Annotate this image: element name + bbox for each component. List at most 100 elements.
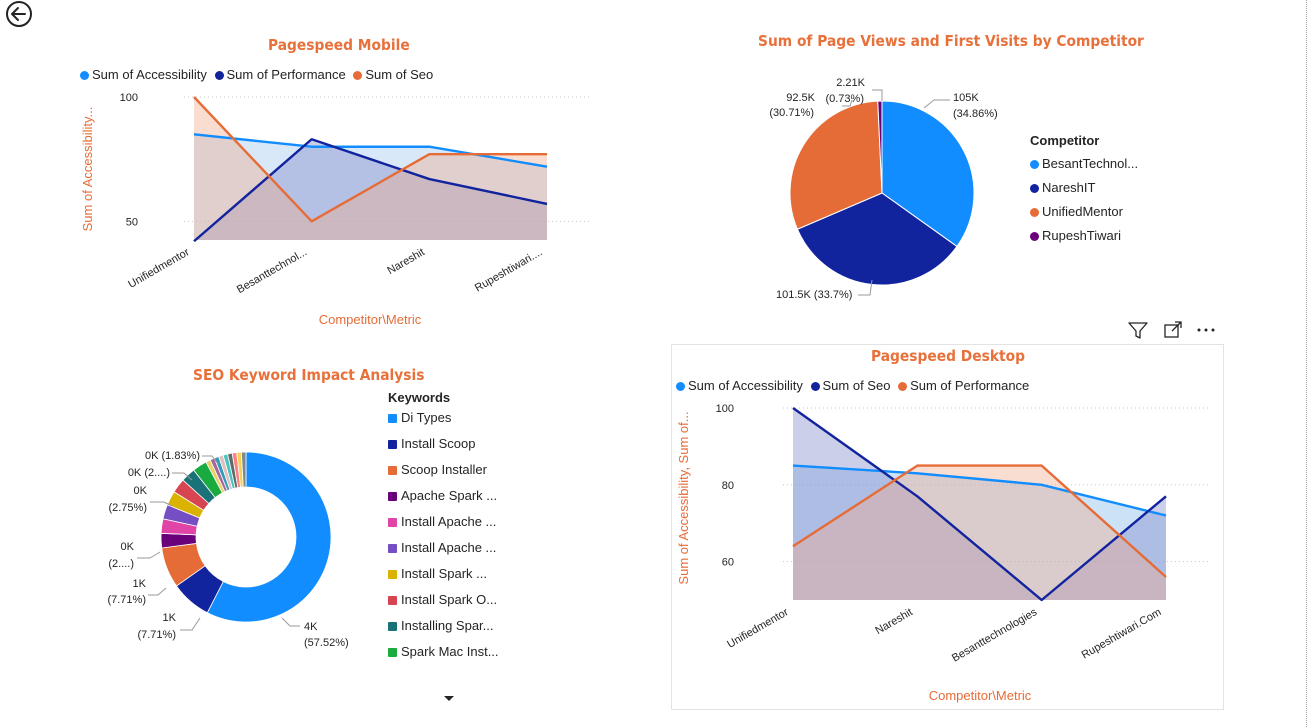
data-label: (2....) (108, 558, 134, 570)
legend-item[interactable]: Sum of Seo (810, 378, 890, 393)
legend-label: Install Spark O... (401, 592, 498, 607)
keyword-donut-chart[interactable]: 0K (1.83%) 0K (2....) 0K (2.75%) 0K (2....) 1K… (100, 440, 360, 660)
x-tick-label: Rupeshtiwari.... (473, 246, 545, 294)
leader-line (281, 617, 300, 627)
x-tick-label: Unifiedmentor (126, 246, 192, 291)
x-tick-label: Rupeshtiwari.Com (1080, 606, 1164, 661)
legend-item[interactable]: RupeshTiwari (1030, 228, 1138, 243)
pie-slice (789, 100, 883, 230)
leader-line (150, 501, 173, 507)
legend-item[interactable]: Sum of Performance (898, 378, 1029, 393)
legend-swatch (388, 570, 397, 579)
legend-item[interactable]: NareshIT (1030, 180, 1138, 195)
data-label: (2.75%) (108, 502, 147, 514)
legend-dot (898, 382, 908, 391)
donut-chart-title: SEO Keyword Impact Analysis (193, 366, 425, 384)
donut-legend: Keywords Di Types Install Scoop Scoop Inst… (388, 390, 499, 670)
legend-swatch (388, 596, 397, 605)
mobile-legend: Sum of Accessibility Sum of Performance … (80, 67, 437, 82)
pie-slice (796, 192, 958, 286)
legend-label: Apache Spark ... (401, 488, 498, 503)
data-label: 2.21K (836, 77, 865, 89)
caret-down-icon (444, 696, 454, 701)
leader-line (172, 472, 193, 481)
legend-item[interactable]: BesantTechnol... (1030, 156, 1138, 171)
legend-scroll-down-button[interactable] (443, 690, 455, 701)
legend-label: Di Types (401, 410, 452, 425)
desktop-chart-title: Pagespeed Desktop (871, 347, 1025, 365)
pie-legend-title: Competitor (1030, 133, 1100, 148)
x-tick-label: Unifiedmentor (725, 606, 791, 651)
legend-item[interactable]: Install Apache ... (388, 514, 499, 530)
data-label: (7.71%) (137, 629, 176, 641)
legend-item[interactable]: Sum of Accessibility (80, 67, 207, 82)
desktop-legend: Sum of Accessibility Sum of Seo Sum of P… (676, 378, 1033, 393)
y-tick-label: 80 (722, 480, 734, 492)
desktop-visual-frame (671, 344, 1224, 710)
legend-swatch (388, 414, 397, 423)
legend-item[interactable]: Sum of Accessibility (676, 378, 803, 393)
legend-dot (1030, 160, 1039, 169)
legend-label: Sum of Seo (365, 67, 434, 82)
data-label: (7.71%) (107, 594, 146, 606)
legend-label: Installing Spar... (401, 618, 494, 633)
data-label: 0K (121, 541, 135, 553)
legend-swatch (388, 440, 397, 449)
data-label: (30.71%) (769, 107, 814, 119)
legend-swatch (388, 466, 397, 475)
back-button[interactable] (3, 0, 33, 30)
legend-item[interactable]: Install Scoop (388, 436, 499, 452)
legend-dot (1030, 208, 1039, 217)
pie-chart-title: Sum of Page Views and First Visits by Co… (758, 32, 1144, 50)
legend-item[interactable]: Sum of Seo (353, 67, 433, 82)
legend-label: Install Spark ... (401, 566, 487, 581)
legend-item[interactable]: Install Spark ... (388, 566, 499, 582)
legend-item[interactable]: UnifiedMentor (1030, 204, 1138, 219)
legend-item[interactable]: Scoop Installer (388, 462, 499, 478)
desktop-area-chart[interactable]: 60 80 100 Unifiedmentor Nareshit Besanttechno… (672, 396, 1222, 706)
legend-dot (1030, 232, 1039, 241)
data-label: 0K (2....) (128, 467, 170, 479)
y-tick-label: 100 (120, 92, 138, 104)
back-arrow-icon (6, 1, 32, 27)
focus-mode-icon[interactable] (1162, 320, 1184, 340)
legend-label: Spark Mac Inst... (401, 644, 499, 659)
data-label: 92.5K (786, 92, 815, 104)
legend-item[interactable]: Di Types (388, 410, 499, 426)
legend-swatch (388, 544, 397, 553)
canvas-edge (1306, 0, 1307, 727)
legend-item[interactable]: Install Spark O... (388, 592, 499, 608)
series-line (792, 464, 1167, 517)
y-axis-title: Sum of Accessibility... (80, 107, 95, 232)
legend-dot (1030, 184, 1039, 193)
legend-item[interactable]: Sum of Performance (214, 67, 346, 82)
y-tick-label: 50 (126, 216, 138, 228)
series-area (194, 139, 547, 242)
series-line (193, 96, 547, 223)
series-line (792, 464, 1167, 578)
y-tick-label: 100 (716, 403, 734, 415)
legend-label: BesantTechnol... (1042, 156, 1139, 171)
series-area (793, 465, 1166, 600)
leader-line (202, 455, 219, 465)
data-label: 1K (133, 578, 147, 590)
legend-label: Sum of Performance (910, 378, 1030, 393)
data-label: 101.5K (33.7%) (776, 289, 852, 301)
legend-swatch (388, 648, 397, 657)
mobile-area-chart[interactable]: 50 100 Unifiedmentor Besanttechnol... Naresh… (70, 84, 610, 334)
data-label: 105K (953, 92, 979, 104)
filter-icon[interactable] (1126, 320, 1150, 340)
legend-item[interactable]: Apache Spark ... (388, 488, 499, 504)
legend-item[interactable]: Install Apache ... (388, 540, 499, 556)
legend-item[interactable]: Spark Mac Inst... (388, 644, 499, 660)
more-options-icon[interactable] (1194, 320, 1218, 340)
donut-legend-title: Keywords (388, 390, 451, 405)
competitor-pie-chart[interactable]: 105K (34.86%) 101.5K (33.7%) 92.5K (30.71%) 2… (740, 70, 1020, 310)
series-area (194, 97, 547, 240)
leader-line (923, 99, 950, 109)
x-axis-title: Competitor\Metric (319, 312, 422, 327)
data-label: 0K (1.83%) (145, 450, 200, 462)
series-area (793, 465, 1166, 600)
legend-swatch (388, 518, 397, 527)
legend-item[interactable]: Installing Spar... (388, 618, 499, 634)
